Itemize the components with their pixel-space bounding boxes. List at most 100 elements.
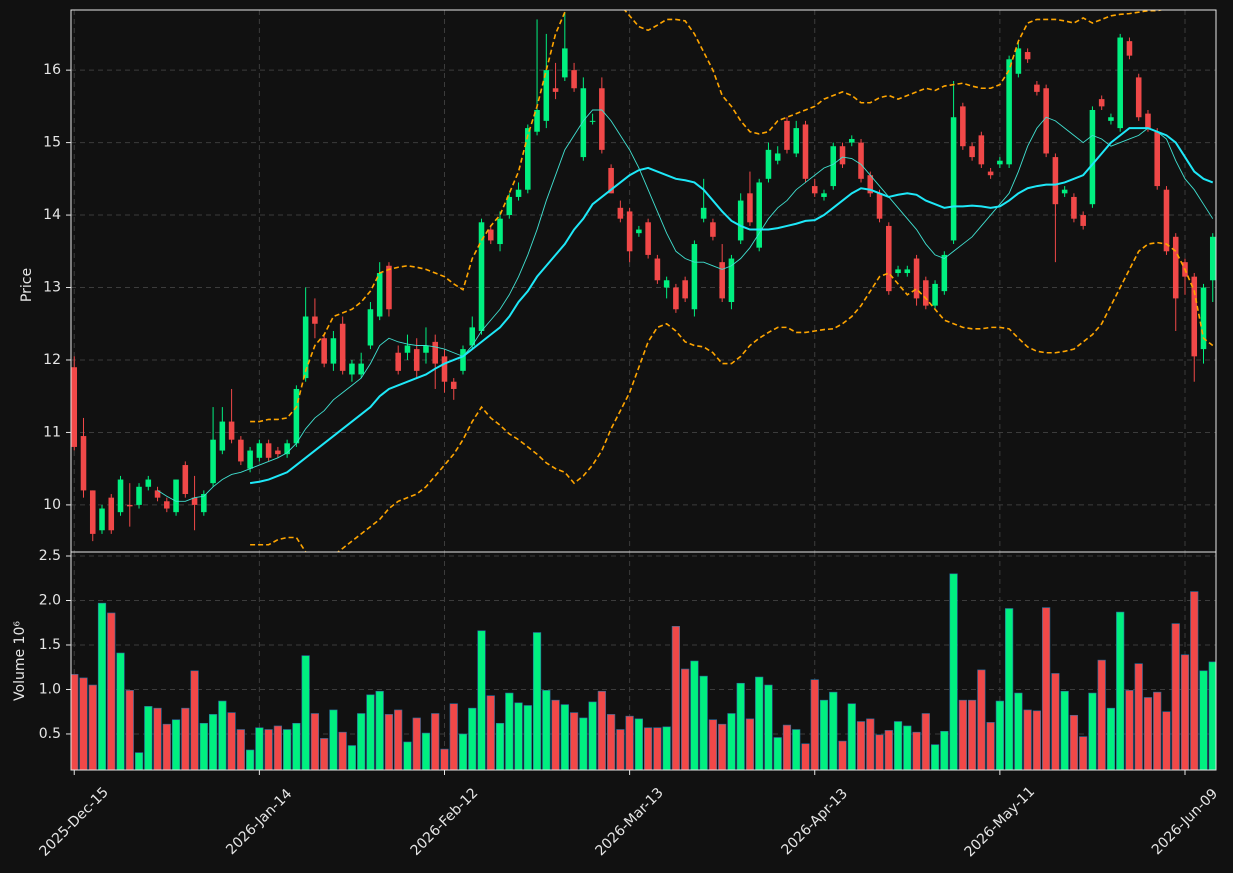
volume-bar [1106,707,1116,770]
candle-body [413,349,420,371]
volume-bar [995,700,1004,770]
candle-body [960,106,966,147]
volume-bar [755,676,764,770]
candle-body [700,207,707,219]
candle-body [719,262,725,299]
candle-body [858,142,864,179]
volume-bar [357,713,366,770]
y-tick-label: 12 [43,352,61,368]
candle-body [506,196,513,216]
volume-bar [940,730,949,770]
candle-body [321,338,327,364]
overlay-line [157,109,1214,502]
volume-bar [569,712,579,770]
candle-body [80,436,87,491]
volume-bar [199,722,208,770]
candle-body [312,316,318,324]
volume-bar [458,733,468,770]
volume-bar [532,632,542,770]
volume-bar [88,684,97,770]
candle-body [774,153,781,161]
candle-body [145,479,152,487]
volume-bar [227,712,236,770]
candle-body [173,479,179,513]
candle-body [839,146,846,165]
volume-bar [394,709,403,770]
candle-body [525,128,531,190]
candle-body [599,88,605,150]
candle-body [793,128,800,154]
candle-body [432,341,439,364]
candle-body [1117,37,1123,129]
volume-bar [236,729,245,770]
volume-bar [1042,607,1051,770]
candle-body [654,258,661,281]
volume-bar [968,699,977,770]
volume-bar [301,655,310,770]
volume-bar [1171,623,1180,770]
volume-bar [903,725,912,770]
volume-bar [486,695,495,770]
candle-body [265,443,272,458]
volume-bar [208,714,218,770]
candle-body [349,363,355,375]
y-tick-label: 10 [43,497,61,513]
candle-body [108,497,115,531]
volume-bar [1005,608,1014,770]
volume-bar [1143,697,1153,770]
volume-bar [921,713,930,770]
volume-bar [690,660,699,770]
candle-body [765,149,772,179]
candle-body [617,207,624,219]
candle-body [978,135,985,165]
volume-bar [699,675,708,770]
volume-bar [930,744,940,770]
volume-bar [505,692,514,770]
volume-bar [1014,692,1023,770]
candle-body [497,218,503,245]
candle-body [117,479,124,513]
volume-bar [125,690,134,770]
candle-body [1006,59,1012,165]
candle-body [404,345,411,353]
volume-bar [79,677,88,770]
candle-body [136,486,142,505]
y-tick-label: 2.5 [39,548,61,564]
candle-body [1024,52,1031,60]
candle-body [636,229,642,234]
candle-body [663,280,670,288]
candle-body [876,193,883,219]
volume-bar [958,699,967,770]
volume-bar [523,705,532,770]
volume-bar [1153,691,1162,770]
volume-plot [71,573,1216,770]
y-tick-label: 1.5 [39,637,61,653]
y-tick-label: 2.0 [39,592,61,608]
volume-bar [653,727,662,770]
candle-body [552,88,559,92]
candle-body [238,439,244,462]
candle-body [339,323,346,371]
candle-body [1052,157,1059,205]
volume-bar [468,707,477,770]
volume-bar [644,727,653,770]
volume-bar [875,734,884,770]
volume-bar [273,725,282,770]
volume-bar [71,674,79,770]
candle-body [1172,236,1179,299]
volume-bar [181,707,190,770]
candle-body [1126,41,1133,56]
candle-body [941,254,948,292]
volume-bar [810,679,819,770]
candle-body [987,171,994,176]
volume-bar [560,704,569,770]
volume-bar [949,573,958,770]
volume-bar [829,691,838,770]
y-tick-label: 15 [43,135,61,151]
volume-bar [255,727,264,770]
candle-body [913,258,920,299]
volume-bar [764,684,773,770]
volume-bar [708,719,718,770]
candle-body [330,338,337,364]
candle-body [950,117,957,241]
